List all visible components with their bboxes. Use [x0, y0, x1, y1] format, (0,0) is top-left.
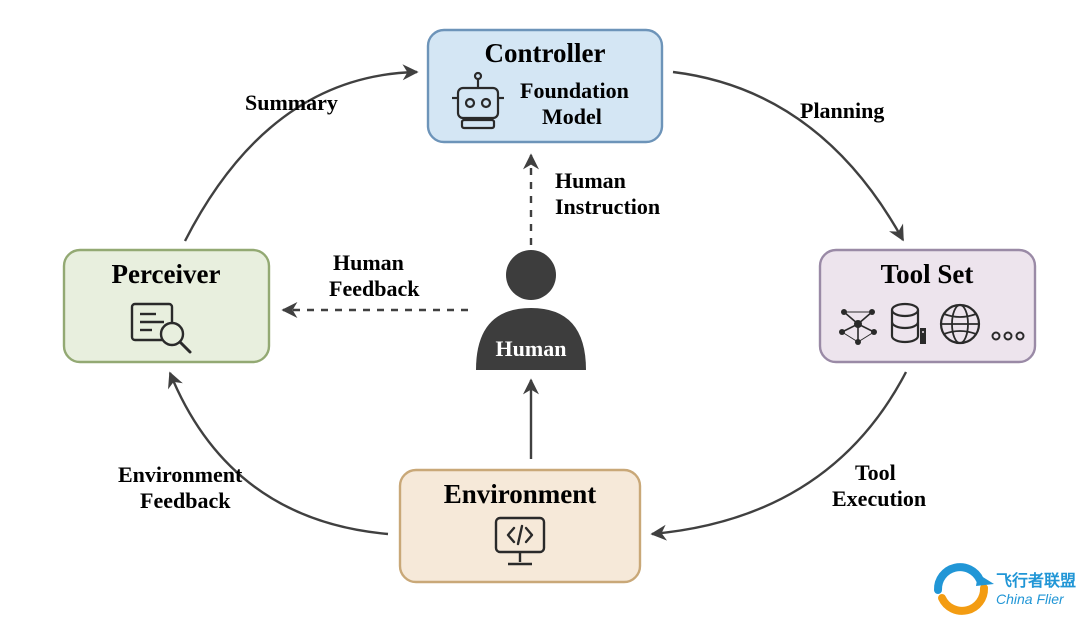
edge-planning-label: Planning [800, 98, 884, 123]
perceiver-title: Perceiver [112, 259, 221, 289]
node-toolset: Tool Set [820, 250, 1035, 362]
watermark-line1: 飞行者联盟 [996, 571, 1076, 590]
toolset-title: Tool Set [881, 259, 974, 289]
human-label: Human [496, 336, 567, 361]
edge-tool-execution-label1: Tool [855, 460, 896, 485]
controller-sub1: Foundation [520, 78, 629, 103]
controller-title: Controller [485, 38, 606, 68]
node-perceiver: Perceiver [64, 250, 269, 362]
node-controller: Controller Foundation Model [428, 30, 662, 142]
node-environment: Environment [400, 470, 640, 582]
controller-sub2: Model [542, 104, 602, 129]
watermark-logo: 飞行者联盟 China Flier [938, 567, 1076, 611]
edge-summary-label: Summary [245, 90, 338, 115]
human-figure: Human [476, 250, 586, 370]
edge-human-instruction-label2: Instruction [555, 194, 660, 219]
edge-human-instruction-label1: Human [555, 168, 626, 193]
edge-human-feedback-label1: Human [333, 250, 404, 275]
edge-human-feedback-label2: Feedback [329, 276, 420, 301]
watermark-line2: China Flier [996, 591, 1065, 607]
edge-env-feedback-label1: Environment [118, 462, 243, 487]
edge-env-feedback-label2: Feedback [140, 488, 231, 513]
edge-tool-execution-label2: Execution [832, 486, 926, 511]
environment-title: Environment [444, 479, 597, 509]
